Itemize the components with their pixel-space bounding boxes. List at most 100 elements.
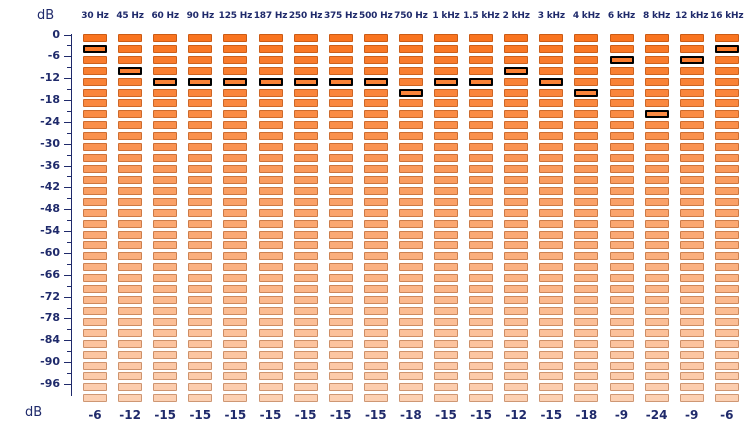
band-segment[interactable] xyxy=(223,317,248,326)
band-segment[interactable] xyxy=(574,383,599,392)
band-segment[interactable] xyxy=(644,165,669,173)
band-segment[interactable] xyxy=(188,394,213,403)
band-segment[interactable] xyxy=(258,208,283,217)
band-level-indicator[interactable] xyxy=(153,77,178,86)
band-segment[interactable] xyxy=(644,154,669,163)
band-segment[interactable] xyxy=(83,328,107,337)
band-segment[interactable] xyxy=(469,44,494,53)
band-segment[interactable] xyxy=(539,263,564,272)
band-segment[interactable] xyxy=(188,317,213,326)
band-segment[interactable] xyxy=(679,296,704,305)
band-segment[interactable] xyxy=(363,154,388,163)
band-segment[interactable] xyxy=(83,285,107,294)
band-segment[interactable] xyxy=(293,121,318,130)
band-segment[interactable] xyxy=(574,241,599,250)
band-segment[interactable] xyxy=(328,88,353,97)
band-segment[interactable] xyxy=(574,361,599,370)
band-segment[interactable] xyxy=(609,285,634,294)
band-segment[interactable] xyxy=(328,186,353,195)
band-level-indicator[interactable] xyxy=(469,77,494,86)
band-segment[interactable] xyxy=(539,132,564,141)
band-segment[interactable] xyxy=(363,33,388,42)
band-segment[interactable] xyxy=(83,165,107,173)
band-segment[interactable] xyxy=(188,55,213,64)
band-segment[interactable] xyxy=(644,66,669,75)
band-level-indicator[interactable] xyxy=(188,77,213,86)
band-segment[interactable] xyxy=(469,121,494,130)
band-segment[interactable] xyxy=(83,241,107,250)
band-segment[interactable] xyxy=(504,350,529,359)
band-segment[interactable] xyxy=(363,285,388,294)
band-segment[interactable] xyxy=(363,230,388,239)
band-segment[interactable] xyxy=(258,132,283,141)
band-segment[interactable] xyxy=(328,110,353,119)
band-segment[interactable] xyxy=(679,143,704,152)
band-segment[interactable] xyxy=(328,317,353,326)
band-segment[interactable] xyxy=(398,274,423,283)
band-segment[interactable] xyxy=(644,197,669,206)
band-segment[interactable] xyxy=(188,252,213,261)
band-segment[interactable] xyxy=(504,219,529,228)
band-segment[interactable] xyxy=(188,285,213,294)
band-segment[interactable] xyxy=(328,165,353,173)
band-segment[interactable] xyxy=(714,208,739,217)
band-segment[interactable] xyxy=(644,296,669,305)
band-segment[interactable] xyxy=(644,208,669,217)
band-level-indicator[interactable] xyxy=(434,77,458,86)
band-segment[interactable] xyxy=(679,88,704,97)
band-segment[interactable] xyxy=(223,33,248,42)
band-segment[interactable] xyxy=(539,110,564,119)
band-segment[interactable] xyxy=(118,317,143,326)
band-segment[interactable] xyxy=(398,306,423,315)
band-segment[interactable] xyxy=(293,66,318,75)
band-segment[interactable] xyxy=(714,66,739,75)
band-segment[interactable] xyxy=(398,328,423,337)
band-segment[interactable] xyxy=(153,154,178,163)
band-segment[interactable] xyxy=(469,219,494,228)
band-segment[interactable] xyxy=(83,383,107,392)
band-segment[interactable] xyxy=(679,361,704,370)
band-segment[interactable] xyxy=(679,339,704,348)
band-segment[interactable] xyxy=(469,197,494,206)
band-segment[interactable] xyxy=(153,339,178,348)
band-segment[interactable] xyxy=(223,252,248,261)
band-segment[interactable] xyxy=(469,55,494,64)
band-segment[interactable] xyxy=(223,328,248,337)
band-segment[interactable] xyxy=(258,197,283,206)
band-segment[interactable] xyxy=(469,66,494,75)
band-segment[interactable] xyxy=(644,55,669,64)
band-segment[interactable] xyxy=(118,88,143,97)
band-segment[interactable] xyxy=(258,296,283,305)
band-segment[interactable] xyxy=(714,219,739,228)
band-segment[interactable] xyxy=(153,99,178,108)
band-segment[interactable] xyxy=(504,44,529,53)
band-segment[interactable] xyxy=(258,55,283,64)
band-segment[interactable] xyxy=(83,99,107,108)
band-segment[interactable] xyxy=(539,175,564,184)
band-segment[interactable] xyxy=(223,383,248,392)
band-segment[interactable] xyxy=(118,186,143,195)
band-segment[interactable] xyxy=(118,143,143,152)
band-segment[interactable] xyxy=(574,132,599,141)
band-segment[interactable] xyxy=(258,175,283,184)
band-segment[interactable] xyxy=(504,296,529,305)
band-segment[interactable] xyxy=(153,317,178,326)
band-segment[interactable] xyxy=(223,110,248,119)
band-segment[interactable] xyxy=(644,132,669,141)
band-segment[interactable] xyxy=(504,306,529,315)
band-segment[interactable] xyxy=(83,372,107,381)
band-segment[interactable] xyxy=(223,208,248,217)
band-segment[interactable] xyxy=(188,274,213,283)
band-segment[interactable] xyxy=(363,372,388,381)
band-segment[interactable] xyxy=(714,88,739,97)
band-segment[interactable] xyxy=(188,263,213,272)
band-segment[interactable] xyxy=(398,186,423,195)
band-segment[interactable] xyxy=(434,317,458,326)
band-segment[interactable] xyxy=(679,197,704,206)
band-segment[interactable] xyxy=(609,197,634,206)
band-segment[interactable] xyxy=(679,252,704,261)
band-segment[interactable] xyxy=(504,197,529,206)
band-segment[interactable] xyxy=(83,186,107,195)
band-segment[interactable] xyxy=(539,44,564,53)
band-segment[interactable] xyxy=(714,110,739,119)
